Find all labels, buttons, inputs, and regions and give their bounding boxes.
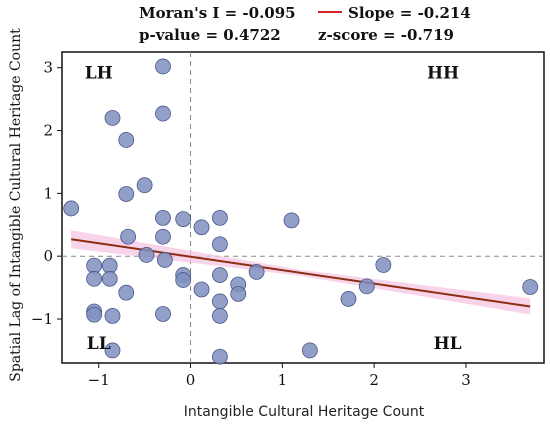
data-point — [358, 278, 375, 295]
quadrant-labels: LH HH LL HL — [85, 63, 462, 354]
data-point — [118, 186, 135, 202]
data-point — [120, 228, 137, 245]
data-point — [104, 307, 121, 324]
y-tick-label: 3 — [43, 59, 53, 77]
y-tick-label: 0 — [43, 247, 53, 265]
data-point — [193, 281, 210, 298]
trend-line — [71, 238, 531, 308]
y-tick-label: 1 — [43, 184, 53, 202]
y-axis-ticks: −1 0 1 2 3 — [31, 59, 62, 328]
data-point — [193, 219, 210, 236]
data-point — [212, 267, 228, 283]
data-point — [230, 285, 247, 302]
data-point — [156, 252, 173, 268]
x-tick-label: 0 — [186, 371, 196, 389]
data-points — [63, 58, 539, 365]
data-point — [248, 263, 265, 280]
data-point — [86, 306, 103, 323]
data-point — [101, 270, 118, 287]
x-tick-label: −1 — [88, 371, 110, 389]
data-point — [136, 177, 153, 194]
data-point — [155, 209, 171, 226]
data-point — [138, 247, 155, 263]
x-axis-label: Intangible Cultural Heritage Count — [184, 404, 425, 420]
data-point — [283, 212, 300, 229]
trend-line-group — [71, 238, 531, 308]
data-point — [340, 291, 357, 307]
data-point — [175, 211, 192, 228]
quadrant-label-hl: HL — [434, 334, 462, 354]
x-axis-ticks: −1 0 1 2 3 — [88, 363, 471, 389]
data-point — [155, 306, 171, 322]
y-tick-label: 2 — [43, 122, 53, 140]
y-axis-label: Spatial Lag of Intangible Cultural Herit… — [8, 28, 24, 382]
reference-lines — [62, 52, 544, 363]
data-point — [104, 110, 121, 126]
x-tick-label: 1 — [278, 371, 288, 389]
data-point — [212, 236, 228, 253]
data-point — [155, 58, 171, 75]
plot-area — [61, 51, 545, 364]
quadrant-label-ll: LL — [87, 334, 111, 354]
data-point — [86, 270, 103, 287]
p-value-text: p-value = 0.4722 — [139, 26, 281, 44]
data-point — [212, 348, 228, 365]
data-point — [118, 132, 135, 148]
morans-i-text: Moran's I = -0.095 — [139, 4, 296, 22]
data-point — [522, 279, 539, 295]
data-point — [86, 257, 103, 274]
data-point — [155, 105, 171, 122]
data-point — [118, 284, 135, 301]
quadrant-label-lh: LH — [85, 63, 113, 83]
z-score-text: z-score = -0.719 — [318, 26, 454, 44]
data-point — [175, 272, 192, 288]
slope-text: Slope = -0.214 — [348, 4, 471, 22]
data-point — [63, 200, 80, 217]
data-point — [375, 257, 392, 273]
data-point — [212, 307, 228, 324]
data-point — [212, 293, 228, 310]
y-tick-label: −1 — [31, 310, 53, 328]
x-tick-label: 2 — [369, 371, 379, 389]
data-point — [212, 209, 228, 226]
data-point — [155, 228, 171, 245]
quadrant-label-hh: HH — [427, 63, 459, 83]
data-point — [104, 342, 121, 359]
data-point — [301, 342, 318, 359]
x-tick-label: 3 — [461, 371, 471, 389]
data-point — [101, 257, 118, 274]
